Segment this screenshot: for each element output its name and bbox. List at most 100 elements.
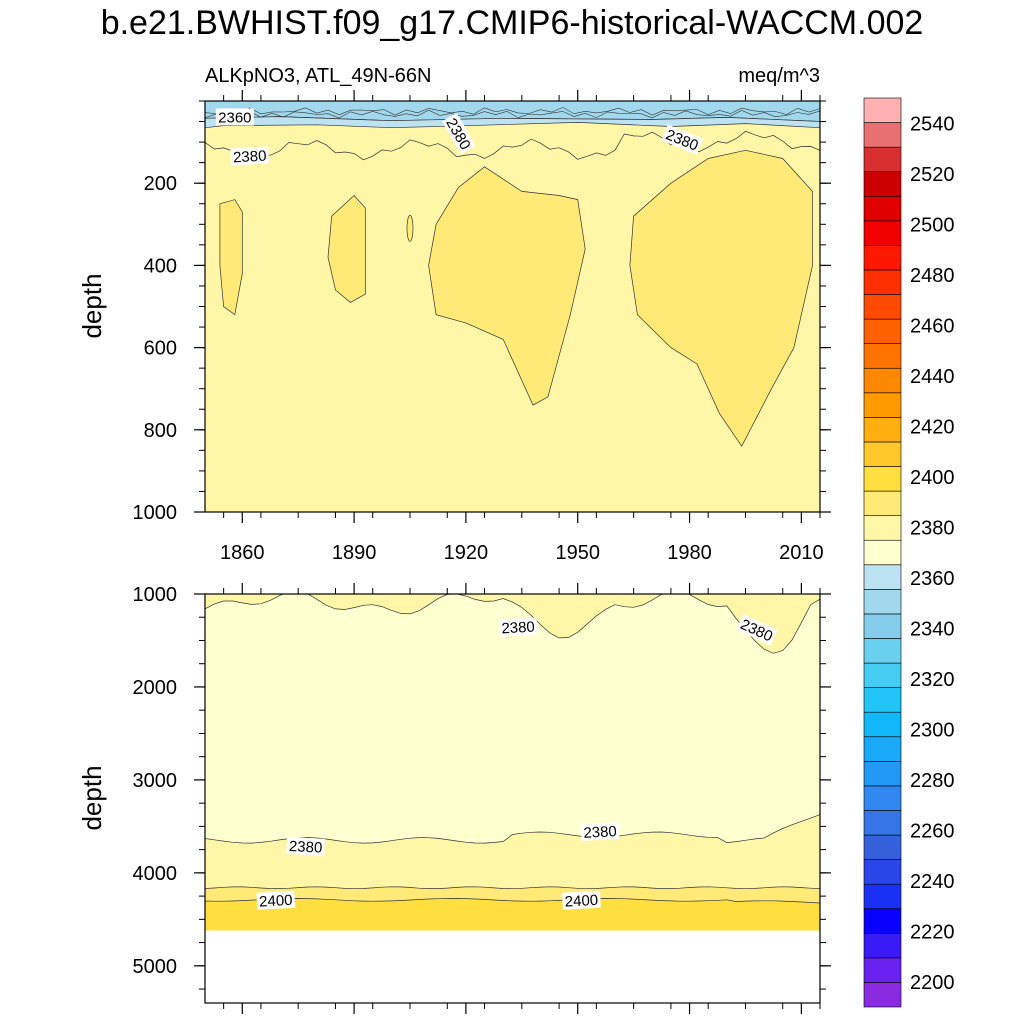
contour-label: 2380 bbox=[498, 617, 538, 638]
lower-y-axis-label: depth bbox=[77, 765, 107, 830]
contour-label: 2400 bbox=[256, 890, 296, 911]
colorbar-tick-label: 2540 bbox=[910, 113, 955, 135]
colorbar-segment bbox=[863, 613, 902, 639]
colorbar-tick-label: 2520 bbox=[910, 164, 955, 186]
lower-contour-line-2 bbox=[205, 886, 820, 890]
colorbar-tick-label: 2220 bbox=[910, 921, 955, 943]
colorbar-segment bbox=[863, 466, 902, 492]
colorbar-segment bbox=[863, 834, 902, 860]
colorbar-tick-label: 2440 bbox=[910, 366, 955, 388]
colorbar-segment bbox=[863, 146, 902, 173]
lower-panel-frame bbox=[204, 593, 821, 1004]
colorbar-segment bbox=[863, 343, 902, 369]
colorbar-segment bbox=[863, 195, 902, 222]
y-tick-label: 1000 bbox=[133, 502, 178, 524]
colorbar-segment bbox=[863, 392, 902, 418]
upper-contour-line-2380 bbox=[205, 130, 820, 161]
colorbar-segment bbox=[863, 638, 902, 664]
band-2370-2380 bbox=[205, 594, 820, 844]
colorbar-segment bbox=[863, 982, 902, 1008]
colorbar-tick-label: 2420 bbox=[910, 416, 955, 438]
x-tick-label: 1860 bbox=[220, 542, 265, 564]
colorbar-segment bbox=[863, 441, 902, 467]
colorbar-segment bbox=[863, 932, 902, 959]
colorbar-segment bbox=[863, 490, 902, 516]
y-tick-label: 3000 bbox=[133, 770, 178, 792]
colorbar-segment bbox=[863, 859, 902, 885]
contour-region-2390-2400-5 bbox=[629, 149, 813, 447]
y-tick-label: 1000 bbox=[133, 584, 178, 606]
contour-label-bg bbox=[215, 108, 254, 126]
contour-label-bg bbox=[442, 112, 476, 155]
contour-label-text: 2380 bbox=[501, 619, 535, 638]
band-2380-2390-surface bbox=[205, 594, 820, 654]
colorbar-segment bbox=[863, 687, 902, 713]
contour-region-2360-2370-1 bbox=[205, 116, 820, 129]
band-2380-2390 bbox=[205, 814, 820, 889]
colorbar-tick-label: 2340 bbox=[910, 618, 955, 640]
upper-contour-line bbox=[205, 107, 820, 116]
colorbar-tick-label: 2300 bbox=[910, 719, 955, 741]
contour-label-text: 2400 bbox=[259, 892, 293, 911]
colorbar-segment bbox=[863, 539, 902, 566]
colorbar-segment bbox=[863, 417, 902, 443]
colorbar-segment bbox=[863, 883, 902, 910]
colorbar-segment bbox=[863, 589, 902, 615]
contour-patch-1905 bbox=[406, 215, 414, 242]
colorbar-tick-label: 2200 bbox=[910, 972, 955, 994]
colorbar-segment bbox=[863, 810, 902, 836]
y-tick-label: 5000 bbox=[133, 956, 178, 978]
y-tick-label: 200 bbox=[144, 173, 177, 195]
colorbar-segment bbox=[863, 662, 902, 688]
colorbar-segment bbox=[863, 761, 902, 787]
y-tick-label: 400 bbox=[144, 255, 177, 277]
contour-label: 2380 bbox=[580, 821, 620, 842]
contour-label: 2360 bbox=[215, 108, 254, 126]
contour-label: 2380 bbox=[286, 836, 326, 857]
colorbar-tick-label: 2480 bbox=[910, 265, 955, 287]
colorbar-tick-label: 2500 bbox=[910, 214, 955, 236]
colorbar-segment bbox=[863, 711, 902, 738]
contour-label-bg bbox=[256, 890, 296, 910]
variable-label: ALKpNO3, ATL_49N-66N bbox=[205, 65, 431, 87]
colorbar-segment bbox=[863, 736, 902, 762]
contour-label-bg bbox=[661, 124, 704, 155]
colorbar-tick-label: 2400 bbox=[910, 467, 955, 489]
contour-label-bg bbox=[580, 821, 620, 841]
x-tick-label: 1890 bbox=[332, 542, 377, 564]
colorbar-tick-label: 2260 bbox=[910, 820, 955, 842]
colorbar-segment bbox=[863, 294, 902, 320]
contour-label-bg bbox=[736, 614, 778, 646]
lower-contour-line-3 bbox=[205, 898, 820, 904]
y-tick-label: 800 bbox=[144, 420, 177, 442]
contour-label: 2400 bbox=[562, 890, 601, 911]
colorbar-tick-label: 2280 bbox=[910, 770, 955, 792]
band-2400-2410 bbox=[205, 898, 820, 931]
contour-label-bg bbox=[230, 146, 270, 166]
contour-label-text: 2380 bbox=[583, 823, 617, 842]
colorbar-tick-label: 2320 bbox=[910, 669, 955, 691]
contour-label-bg bbox=[498, 617, 538, 637]
contour-label-bg bbox=[562, 890, 601, 910]
y-tick-label: 4000 bbox=[133, 863, 178, 885]
colorbar-tick-label: 2240 bbox=[910, 871, 955, 893]
contour-label-text: 2400 bbox=[564, 892, 598, 911]
colorbar-segment bbox=[863, 957, 902, 983]
contour-label-text: 2380 bbox=[233, 148, 267, 167]
colorbar-segment bbox=[863, 318, 902, 344]
lower-contour-line-0 bbox=[205, 594, 820, 654]
colorbar-segment bbox=[863, 245, 902, 271]
lower-contour-line-1 bbox=[205, 814, 820, 844]
figure-title: b.e21.BWHIST.f09_g17.CMIP6-historical-WA… bbox=[100, 4, 924, 42]
colorbar-segment bbox=[863, 171, 902, 197]
upper-y-axis-label: depth bbox=[77, 273, 107, 338]
contour-label: 2380 bbox=[230, 146, 270, 167]
colorbar-segment bbox=[863, 908, 902, 934]
colorbar-tick-label: 2460 bbox=[910, 315, 955, 337]
contour-label-text: 2360 bbox=[218, 109, 251, 126]
colorbar-segment bbox=[863, 785, 902, 811]
contour-label-bg bbox=[286, 836, 326, 856]
